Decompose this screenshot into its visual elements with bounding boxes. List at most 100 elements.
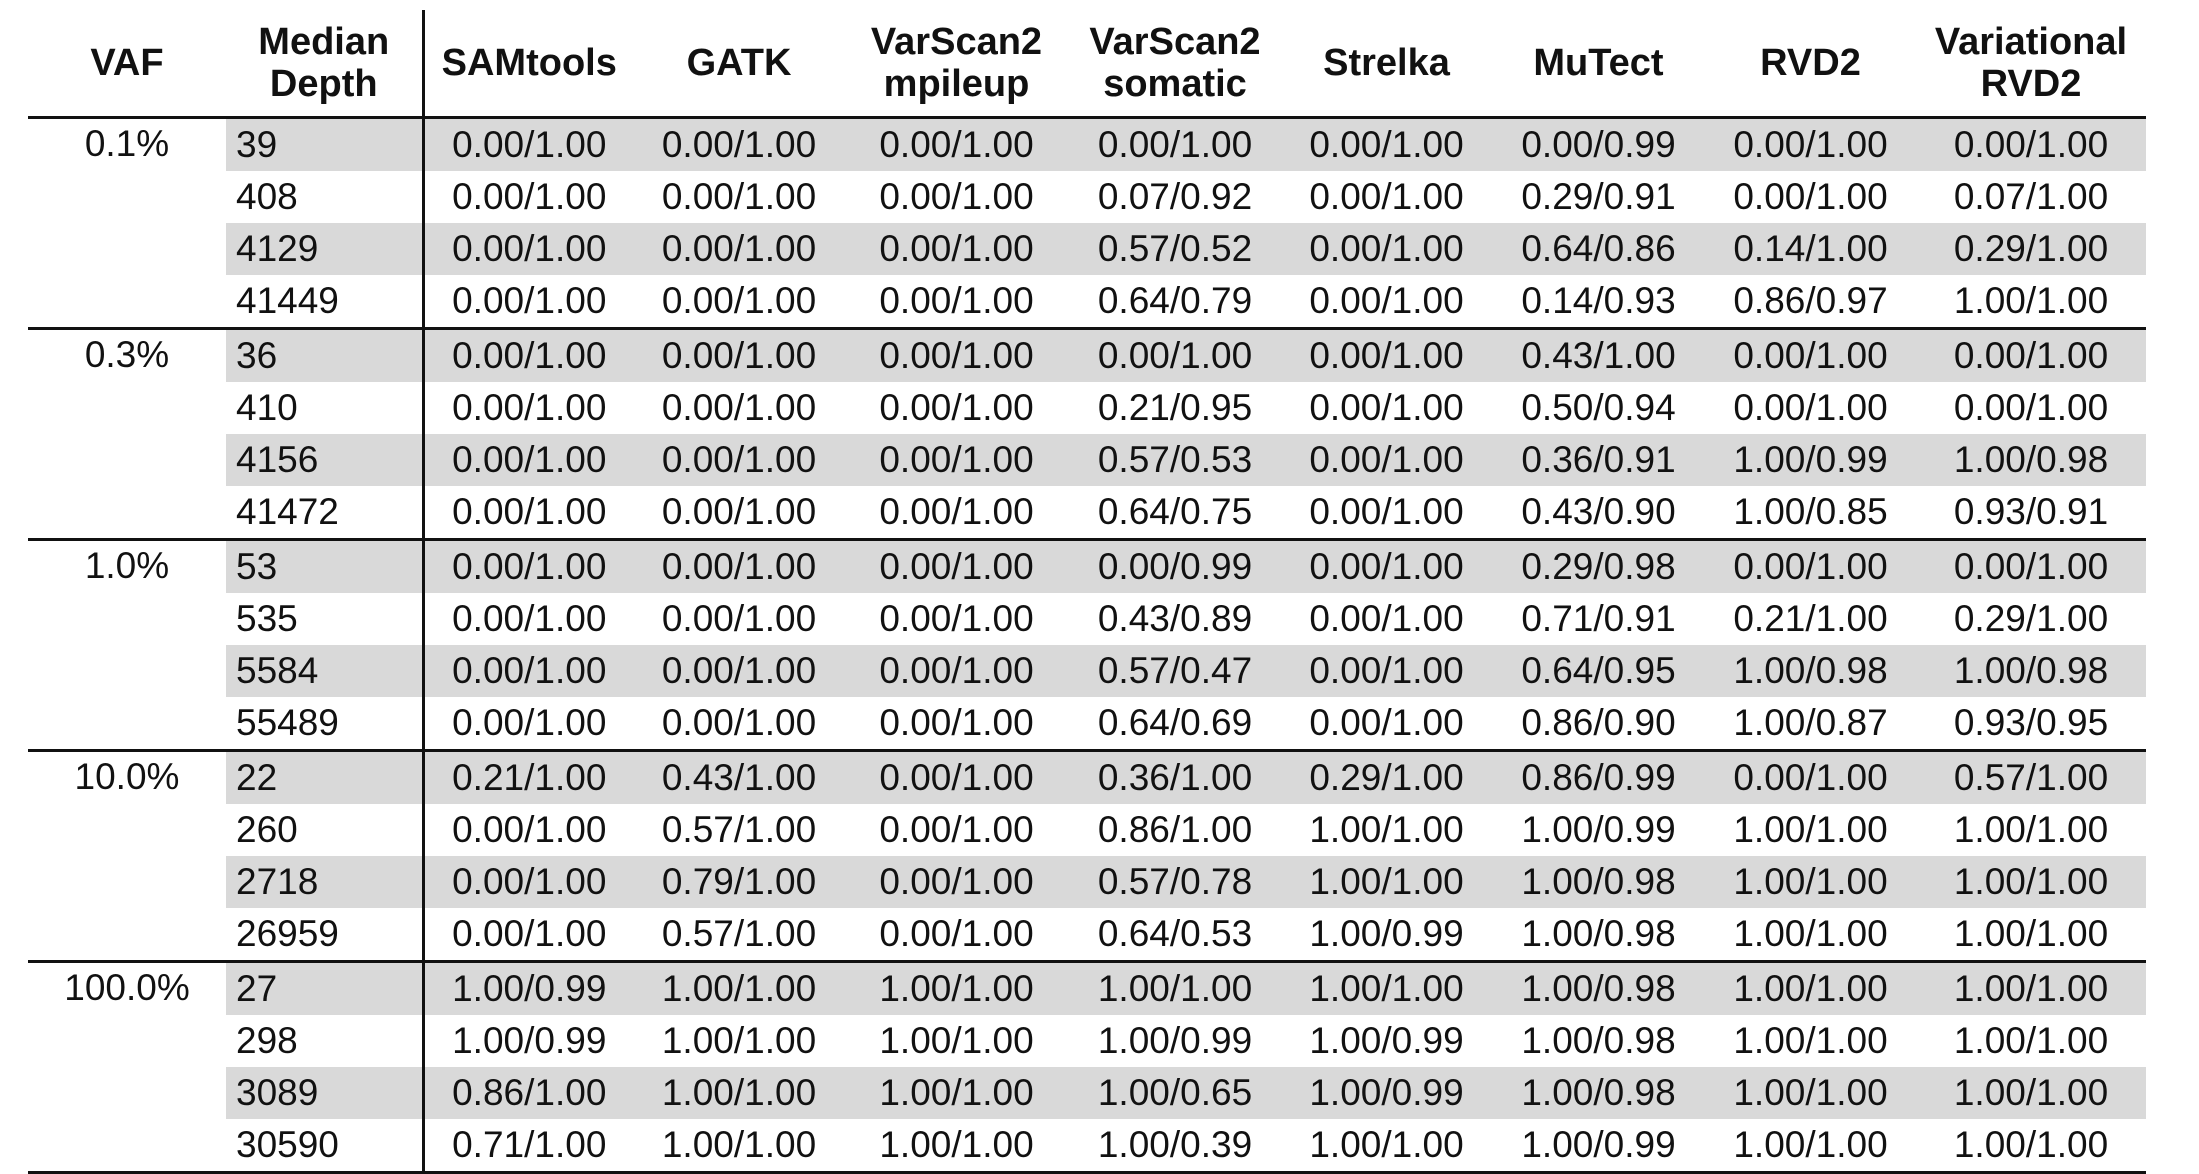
result-cell: 0.43/0.90: [1521, 491, 1676, 532]
result-cell: 0.71/1.00: [423, 1119, 634, 1174]
median-depth-cell: 55489: [226, 697, 425, 751]
result-cell: 1.00/1.00: [879, 1020, 1034, 1061]
result-cell: 0.00/1.00: [423, 645, 634, 697]
result-cell: 1.00/0.99: [1281, 1067, 1492, 1119]
result-cell: 0.00/1.00: [661, 491, 817, 532]
result-cell: 0.00/1.00: [634, 434, 844, 486]
result-cell: 0.57/0.47: [1069, 645, 1281, 697]
result-cell: 1.00/1.00: [1281, 960, 1492, 1015]
median-depth-cell: 36: [226, 327, 425, 382]
table-row: 4129 0.00/1.00 0.00/1.00 0.00/1.00 0.57/0.52…: [28, 223, 2146, 275]
result-cell: 1.00/0.99: [1309, 913, 1464, 954]
result-cell: 1.00/1.00: [1705, 856, 1916, 908]
result-cell: 0.00/1.00: [879, 809, 1034, 850]
result-cell: 0.64/0.53: [1097, 913, 1253, 954]
result-cell: 0.00/1.00: [423, 327, 634, 382]
result-cell: 0.29/1.00: [1281, 749, 1492, 804]
result-cell: 0.00/1.00: [844, 327, 1069, 382]
median-depth-cell: 22: [226, 749, 425, 804]
result-cell: 0.00/1.00: [1309, 387, 1464, 428]
result-cell: 0.50/0.94: [1521, 387, 1676, 428]
result-cell: 1.00/1.00: [634, 960, 844, 1015]
result-cell: 0.00/1.00: [1733, 387, 1888, 428]
table-row: 10.0% 22 0.21/1.00 0.43/1.00 0.00/1.00 0.36/1…: [28, 749, 2146, 963]
strelka-header: Strelka: [1281, 10, 1492, 119]
result-cell: 1.00/1.00: [1916, 1067, 2146, 1119]
result-cell: 0.57/0.52: [1069, 223, 1281, 275]
header-row: VAF Median Depth SAMtools GATK VarScan2 …: [28, 10, 2146, 119]
result-cell: 0.00/1.00: [452, 176, 607, 217]
result-cell: 0.00/1.00: [844, 434, 1069, 486]
result-cell: 1.00/1.00: [1309, 809, 1464, 850]
result-cell: 0.86/0.99: [1492, 749, 1705, 804]
result-cell: 0.00/1.00: [844, 856, 1069, 908]
result-cell: 0.00/1.00: [1281, 223, 1492, 275]
median-depth-cell: 408: [226, 171, 425, 223]
result-cell: 0.64/0.86: [1492, 223, 1705, 275]
result-cell: 0.36/0.91: [1492, 434, 1705, 486]
result-cell: 1.00/1.00: [1953, 913, 2109, 954]
result-cell: 0.00/1.00: [1916, 327, 2146, 382]
result-cell: 0.00/1.00: [1733, 176, 1888, 217]
result-cell: 1.00/0.85: [1733, 491, 1888, 532]
result-cell: 0.00/1.00: [1281, 327, 1492, 382]
result-cell: 0.00/1.00: [661, 387, 817, 428]
result-cell: 0.00/1.00: [423, 538, 634, 593]
result-cell: 0.00/1.00: [423, 434, 634, 486]
result-cell: 0.14/0.93: [1521, 280, 1676, 321]
result-cell: 0.29/0.91: [1521, 176, 1676, 217]
result-cell: 0.00/1.00: [1281, 645, 1492, 697]
result-cell: 1.00/1.00: [1953, 1020, 2109, 1061]
result-cell: 0.00/1.00: [423, 856, 634, 908]
result-cell: 0.14/1.00: [1705, 223, 1916, 275]
result-cell: 1.00/1.00: [1916, 960, 2146, 1015]
result-cell: 0.00/1.00: [879, 387, 1034, 428]
result-cell: 0.00/1.00: [1916, 538, 2146, 593]
result-cell: 0.00/1.00: [879, 913, 1034, 954]
result-cell: 0.86/1.00: [423, 1067, 634, 1119]
table-row: 41472 0.00/1.00 0.00/1.00 0.00/1.00 0.64/0.7…: [28, 486, 2146, 540]
median-depth-cell: 410: [226, 382, 425, 434]
result-cell: 0.00/1.00: [879, 598, 1034, 639]
result-cell: 1.00/0.98: [1492, 1067, 1705, 1119]
variant-calling-results-table: VAF Median Depth SAMtools GATK VarScan2 …: [28, 10, 2146, 1174]
result-cell: 0.00/1.00: [423, 223, 634, 275]
result-cell: 0.00/0.99: [1492, 117, 1705, 171]
median-depth-cell: 30590: [226, 1119, 425, 1174]
varscan2-mpileup-header-line: VarScan2: [870, 21, 1043, 63]
table-row: 535 0.00/1.00 0.00/1.00 0.00/1.00 0.43/0.89 0…: [28, 593, 2146, 645]
result-cell: 0.00/1.00: [1309, 491, 1464, 532]
table-row: 2718 0.00/1.00 0.79/1.00 0.00/1.00 0.57/0.78…: [28, 856, 2146, 908]
result-cell: 0.00/1.00: [879, 280, 1034, 321]
result-cell: 0.00/1.00: [452, 491, 607, 532]
table-row: 1.0% 53 0.00/1.00 0.00/1.00 0.00/1.00 0.00/0.…: [28, 538, 2146, 752]
result-cell: 0.00/1.00: [1069, 327, 1281, 382]
median-depth-cell: 41472: [226, 486, 425, 540]
result-cell: 0.57/1.00: [661, 913, 817, 954]
result-cell: 1.00/1.00: [1705, 960, 1916, 1015]
result-cell: 0.00/1.00: [1281, 434, 1492, 486]
median-depth-cell: 4129: [226, 223, 425, 275]
result-cell: 1.00/0.98: [1916, 645, 2146, 697]
variational-rvd2-header: Variational RVD2: [1916, 10, 2146, 119]
median-depth-cell: 260: [226, 804, 425, 856]
median-depth-cell: 27: [226, 960, 425, 1015]
result-cell: 1.00/1.00: [1916, 856, 2146, 908]
table-row: 0.1% 39 0.00/1.00 0.00/1.00 0.00/1.00 0.00/1.…: [28, 117, 2146, 330]
result-cell: 0.00/1.00: [634, 327, 844, 382]
result-cell: 0.57/0.53: [1069, 434, 1281, 486]
result-cell: 0.43/0.89: [1097, 598, 1253, 639]
median-depth-cell: 4156: [226, 434, 425, 486]
table-row: 26959 0.00/1.00 0.57/1.00 0.00/1.00 0.64/0.5…: [28, 908, 2146, 962]
result-cell: 0.00/1.00: [1309, 702, 1464, 743]
result-cell: 0.00/1.00: [423, 117, 634, 171]
result-cell: 0.00/1.00: [879, 702, 1034, 743]
result-cell: 0.93/0.95: [1953, 702, 2109, 743]
result-cell: 0.00/1.00: [634, 645, 844, 697]
result-cell: 1.00/0.99: [423, 960, 634, 1015]
result-cell: 0.00/1.00: [1705, 538, 1916, 593]
varscan2-somatic-header-line: somatic: [1103, 63, 1247, 105]
varscan2-mpileup-header: VarScan2 mpileup: [844, 10, 1069, 119]
result-cell: 0.86/0.90: [1521, 702, 1676, 743]
table-row: 100.0% 27 1.00/0.99 1.00/1.00 1.00/1.00 1.00/…: [28, 960, 2146, 1174]
